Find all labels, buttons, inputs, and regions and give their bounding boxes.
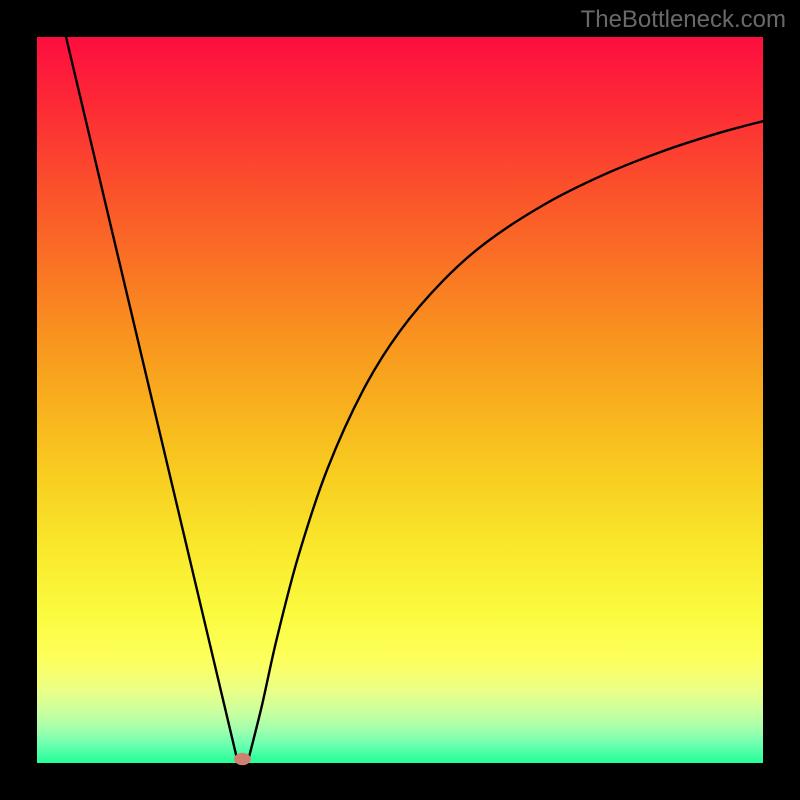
gradient-background bbox=[37, 37, 763, 763]
watermark-text: TheBottleneck.com bbox=[581, 6, 786, 34]
bottleneck-chart bbox=[0, 0, 800, 800]
chart-container: TheBottleneck.com bbox=[0, 0, 800, 800]
optimal-point-marker bbox=[234, 753, 251, 765]
